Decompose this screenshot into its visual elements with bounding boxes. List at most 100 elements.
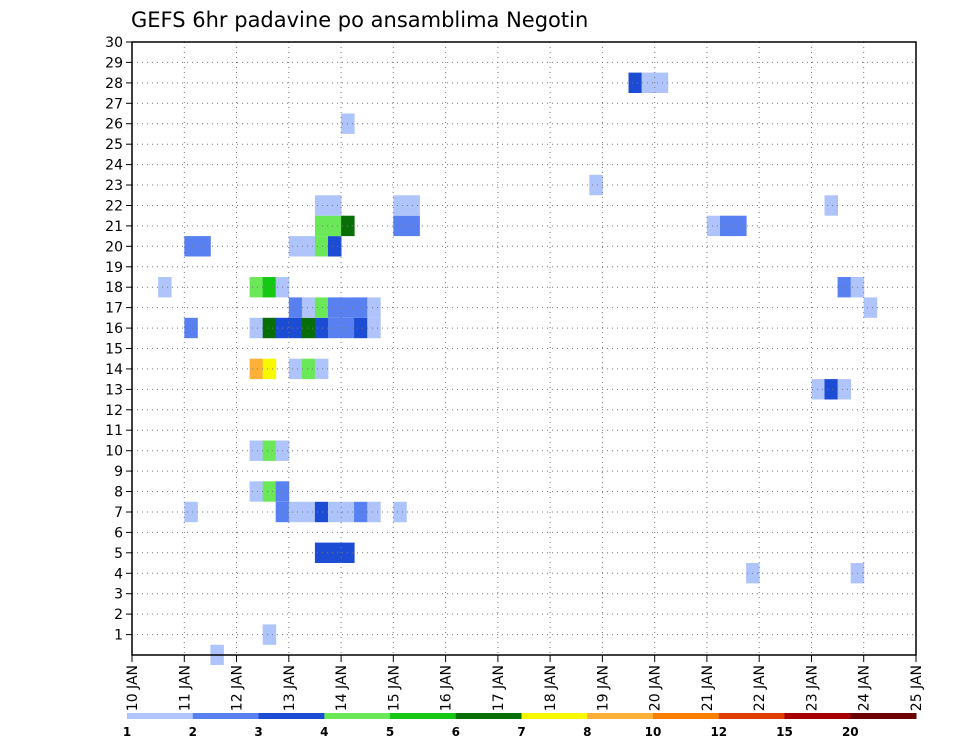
legend-swatch bbox=[324, 713, 391, 719]
chart-title: GEFS 6hr padavine po ansamblima Negotin bbox=[131, 8, 588, 32]
precip-cell bbox=[158, 277, 172, 298]
precip-cell bbox=[824, 195, 838, 216]
precip-cell bbox=[328, 215, 342, 237]
precip-cell bbox=[393, 501, 407, 523]
y-tick-label: 19 bbox=[105, 260, 123, 276]
precip-cell bbox=[314, 195, 329, 216]
y-axis: 1234567891011121314151617181920212223242… bbox=[105, 35, 132, 644]
precip-cell bbox=[354, 297, 368, 318]
precip-cell bbox=[328, 542, 342, 563]
precip-cell bbox=[328, 236, 342, 257]
y-tick-label: 16 bbox=[105, 321, 123, 337]
y-tick-label: 30 bbox=[105, 35, 123, 51]
legend-swatch bbox=[127, 713, 194, 719]
precip-cell bbox=[328, 317, 342, 339]
y-tick-label: 20 bbox=[105, 239, 123, 255]
precip-cell bbox=[314, 236, 329, 257]
legend-swatch bbox=[390, 713, 457, 719]
legend-label: 20 bbox=[842, 725, 859, 739]
x-tick-label: 10 JAN bbox=[125, 665, 141, 711]
y-tick-label: 9 bbox=[114, 464, 123, 480]
precip-cell bbox=[314, 297, 329, 318]
y-tick-label: 8 bbox=[114, 485, 123, 501]
precip-cell bbox=[249, 277, 264, 298]
precip-cell bbox=[301, 236, 316, 257]
plot-frame bbox=[131, 41, 917, 656]
precip-cell bbox=[288, 358, 303, 380]
legend-swatch bbox=[850, 713, 917, 719]
x-tick-label: 17 JAN bbox=[491, 665, 507, 711]
precip-cell bbox=[314, 358, 329, 380]
precip-cell bbox=[249, 440, 264, 461]
precip-cell bbox=[328, 501, 342, 523]
legend-label: 7 bbox=[517, 725, 525, 739]
precipitation-cells bbox=[158, 72, 878, 665]
y-tick-label: 24 bbox=[105, 158, 123, 174]
legend-swatch bbox=[258, 713, 325, 719]
y-tick-label: 4 bbox=[114, 566, 123, 582]
legend-label: 3 bbox=[254, 725, 262, 739]
y-tick-label: 28 bbox=[105, 76, 123, 92]
x-tick-label: 19 JAN bbox=[595, 665, 611, 711]
y-tick-label: 23 bbox=[105, 178, 123, 194]
y-tick-label: 1 bbox=[114, 628, 123, 644]
legend-swatch bbox=[521, 713, 588, 719]
precip-cell bbox=[641, 72, 656, 93]
x-tick-label: 21 JAN bbox=[700, 665, 716, 711]
legend-swatch bbox=[784, 713, 851, 719]
precip-cell bbox=[262, 358, 277, 380]
legend-swatch bbox=[718, 713, 785, 719]
x-tick-label: 11 JAN bbox=[177, 665, 193, 711]
y-tick-label: 29 bbox=[105, 55, 123, 71]
x-tick-label: 24 JAN bbox=[857, 665, 873, 711]
y-tick-label: 15 bbox=[105, 342, 123, 358]
precip-cell bbox=[197, 236, 211, 257]
x-tick-label: 12 JAN bbox=[230, 665, 246, 711]
precip-cell bbox=[354, 501, 368, 523]
legend-label: 8 bbox=[583, 725, 591, 739]
y-tick-label: 11 bbox=[105, 423, 123, 439]
y-tick-label: 27 bbox=[105, 96, 123, 112]
precip-cell bbox=[824, 379, 838, 400]
precip-cell bbox=[262, 440, 277, 461]
precip-cell bbox=[811, 379, 825, 400]
precip-cell bbox=[720, 215, 734, 237]
precip-cell bbox=[706, 215, 721, 237]
legend-swatch bbox=[455, 713, 522, 719]
x-axis: 10 JAN 11 JAN 12 JAN 13 JAN 14 JAN 15 JAN 16 J… bbox=[125, 655, 925, 711]
precip-cell bbox=[301, 501, 316, 523]
precip-cell bbox=[314, 215, 329, 237]
x-tick-label: 15 JAN bbox=[386, 665, 402, 711]
precip-cell bbox=[301, 317, 316, 339]
x-tick-label: 14 JAN bbox=[334, 665, 350, 711]
precip-cell bbox=[262, 277, 277, 298]
precip-cell bbox=[314, 317, 329, 339]
y-tick-label: 7 bbox=[114, 505, 123, 521]
y-tick-label: 5 bbox=[114, 546, 123, 562]
x-tick-label: 22 JAN bbox=[752, 665, 768, 711]
y-tick-label: 6 bbox=[114, 525, 123, 541]
precip-cell bbox=[184, 236, 198, 257]
y-tick-label: 12 bbox=[105, 403, 123, 419]
precip-cell bbox=[184, 317, 198, 339]
y-tick-label: 2 bbox=[114, 607, 123, 623]
y-tick-label: 22 bbox=[105, 199, 123, 215]
precip-cell bbox=[367, 501, 381, 523]
y-tick-label: 13 bbox=[105, 382, 123, 398]
precip-cell bbox=[367, 317, 381, 339]
precip-cell bbox=[863, 297, 878, 318]
x-tick-label: 25 JAN bbox=[909, 665, 925, 711]
precip-cell bbox=[249, 317, 264, 339]
precip-cell bbox=[288, 297, 303, 318]
precip-cell bbox=[837, 277, 852, 298]
grid-lines bbox=[132, 42, 916, 655]
precip-cell bbox=[328, 195, 342, 216]
x-tick-label: 16 JAN bbox=[439, 665, 455, 711]
color-legend: 1 2 3 4 5 6 7 8 10 12 15 20 bbox=[123, 713, 917, 739]
precip-cell bbox=[301, 297, 316, 318]
precip-cell bbox=[262, 317, 277, 339]
precip-cell bbox=[367, 297, 381, 318]
legend-label: 15 bbox=[776, 725, 793, 739]
y-tick-label: 18 bbox=[105, 280, 123, 296]
precip-cell bbox=[406, 195, 420, 216]
